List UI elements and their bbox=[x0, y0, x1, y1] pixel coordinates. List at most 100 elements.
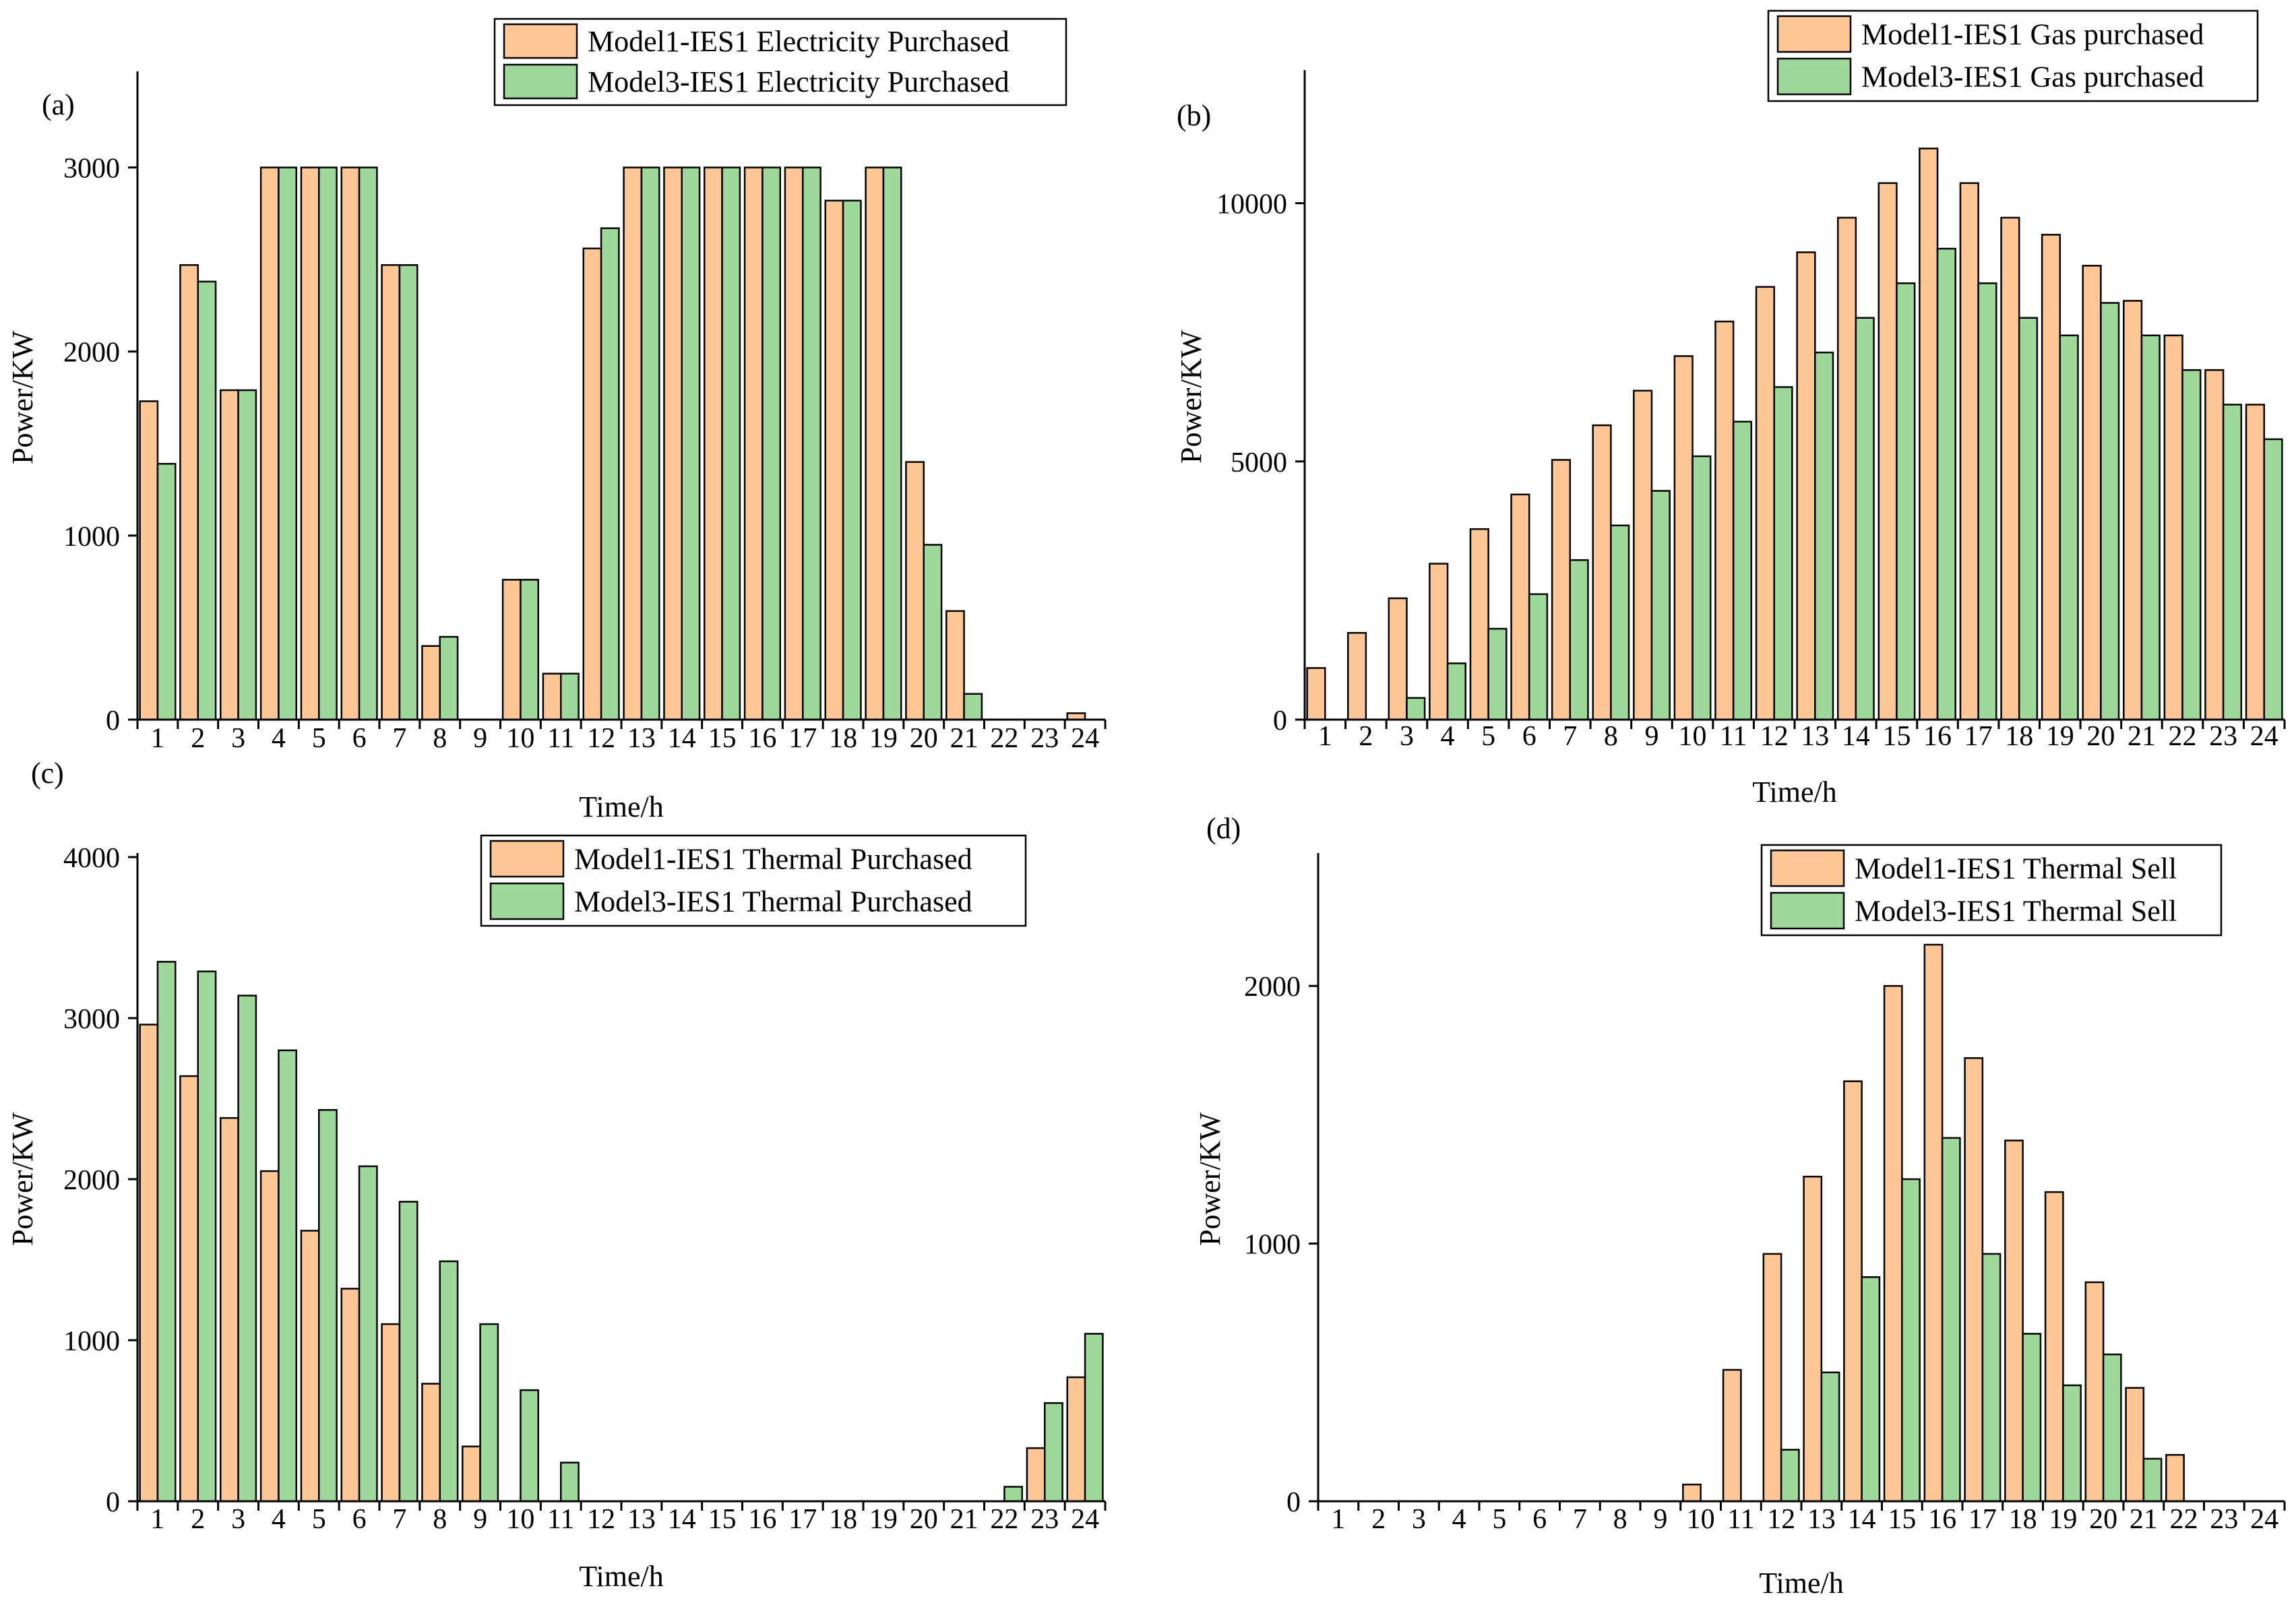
legend-label-series2: Model3-IES1 Electricity Purchased bbox=[588, 65, 1010, 98]
legend-label-series1: Model1-IES1 Thermal Sell bbox=[1855, 852, 2177, 885]
x-tick-label: 14 bbox=[668, 723, 696, 754]
bar-series2-21 bbox=[2140, 334, 2161, 721]
bar-series1-12 bbox=[582, 247, 602, 721]
x-tick-label: 2 bbox=[1371, 1504, 1386, 1535]
bar-series2-10 bbox=[520, 1389, 539, 1503]
bar-series1-3 bbox=[220, 389, 239, 721]
y-tick-label: 2000 bbox=[1244, 972, 1301, 1003]
y-tick-label: 3000 bbox=[63, 1004, 120, 1035]
bar-series1-22 bbox=[2165, 1453, 2185, 1503]
x-tick-label: 16 bbox=[748, 1504, 776, 1535]
x-tick-label: 13 bbox=[627, 1504, 656, 1535]
bar-series2-11 bbox=[560, 1461, 580, 1503]
legend-swatch-series2 bbox=[1776, 57, 1852, 96]
bar-series1-16 bbox=[1919, 148, 1939, 721]
bar-series1-14 bbox=[1836, 216, 1857, 721]
bar-series1-24 bbox=[1066, 1376, 1086, 1503]
bar-series1-5 bbox=[300, 166, 320, 721]
x-tick-label: 21 bbox=[950, 1504, 979, 1535]
bar-series1-19 bbox=[2044, 1191, 2064, 1503]
bar-series2-24 bbox=[1084, 1333, 1104, 1503]
y-axis-title: Power/KW bbox=[1175, 330, 1208, 464]
bar-series1-22 bbox=[2163, 334, 2183, 721]
x-tick-label: 15 bbox=[708, 723, 737, 754]
legend-box bbox=[493, 18, 1067, 106]
panel-label: (d) bbox=[1206, 812, 1241, 845]
bar-series2-15 bbox=[721, 166, 741, 721]
y-axis-title: Power/KW bbox=[6, 331, 39, 464]
x-tick-label: 16 bbox=[748, 723, 776, 754]
bar-series2-22 bbox=[1003, 1486, 1023, 1503]
bar-series2-21 bbox=[963, 693, 983, 721]
bar-series1-21 bbox=[2123, 300, 2143, 721]
x-tick-label: 24 bbox=[1071, 723, 1099, 754]
bar-series1-4 bbox=[259, 166, 280, 721]
x-tick-label: 17 bbox=[788, 1504, 817, 1535]
bar-series2-8 bbox=[439, 635, 459, 721]
x-tick-label: 12 bbox=[1767, 1504, 1795, 1535]
bar-series2-3 bbox=[1406, 697, 1426, 721]
bar-series2-5 bbox=[318, 1108, 338, 1503]
y-tick-label: 5000 bbox=[1231, 447, 1287, 478]
legend-label-series2: Model3-IES1 Thermal Purchased bbox=[574, 885, 972, 918]
bar-series1-8 bbox=[421, 645, 441, 721]
x-tick-label: 23 bbox=[1030, 1504, 1059, 1535]
bar-series1-18 bbox=[2004, 1139, 2024, 1503]
y-tick-label: 1000 bbox=[63, 1326, 120, 1357]
x-tick-label: 7 bbox=[1573, 1504, 1587, 1535]
legend-label-series1: Model1-IES1 Electricity Purchased bbox=[588, 25, 1010, 58]
x-axis-title: Time/h bbox=[579, 1560, 664, 1593]
bar-series1-11 bbox=[542, 672, 562, 721]
bar-series2-15 bbox=[1896, 282, 1916, 721]
bar-series1-18 bbox=[2000, 216, 2020, 721]
bar-series2-15 bbox=[1901, 1178, 1921, 1503]
x-tick-label: 3 bbox=[231, 723, 245, 754]
x-tick-label: 17 bbox=[1968, 1504, 1997, 1535]
legend-swatch-series2 bbox=[1770, 891, 1845, 930]
x-tick-label: 2 bbox=[1359, 721, 1373, 752]
bar-series2-1 bbox=[156, 961, 177, 1503]
x-tick-label: 7 bbox=[392, 1504, 406, 1535]
x-tick-label: 15 bbox=[708, 1504, 737, 1535]
bar-series1-23 bbox=[2204, 369, 2225, 721]
bar-series2-1 bbox=[156, 463, 177, 721]
panel-label: (a) bbox=[42, 88, 75, 121]
bar-series2-16 bbox=[1936, 247, 1956, 721]
bar-series1-17 bbox=[1959, 182, 1979, 721]
bar-series2-10 bbox=[1692, 455, 1712, 721]
bar-series1-13 bbox=[1796, 251, 1816, 721]
y-tick-label: 0 bbox=[1273, 705, 1287, 736]
bar-series2-23 bbox=[2222, 404, 2243, 721]
bar-series2-5 bbox=[1487, 627, 1508, 721]
x-tick-label: 4 bbox=[1441, 721, 1455, 752]
legend-swatch-series1 bbox=[503, 23, 578, 59]
x-tick-label: 3 bbox=[1412, 1504, 1426, 1535]
legend-box bbox=[480, 834, 1027, 927]
x-tick-label: 9 bbox=[1653, 1504, 1667, 1535]
bar-series1-6 bbox=[1510, 493, 1530, 721]
x-tick-label: 4 bbox=[272, 723, 286, 754]
bar-series1-9 bbox=[1633, 389, 1653, 721]
bar-series2-12 bbox=[1780, 1449, 1800, 1503]
x-tick-label: 21 bbox=[2128, 721, 2156, 752]
bar-series2-20 bbox=[2102, 1353, 2122, 1503]
bar-series1-7 bbox=[381, 1323, 401, 1503]
x-tick-label: 20 bbox=[2089, 1504, 2117, 1535]
bar-series2-7 bbox=[1569, 559, 1589, 721]
bar-series2-14 bbox=[1861, 1276, 1881, 1503]
bar-series1-4 bbox=[259, 1170, 280, 1503]
legend-label-series2: Model3-IES1 Gas purchased bbox=[1861, 61, 2204, 94]
x-tick-label: 22 bbox=[2170, 1504, 2198, 1535]
bar-series2-11 bbox=[1732, 420, 1753, 721]
bar-series1-3 bbox=[220, 1117, 239, 1503]
y-tick-label: 0 bbox=[106, 1487, 120, 1518]
bar-series1-11 bbox=[1714, 320, 1735, 721]
y-tick-label: 3000 bbox=[63, 154, 120, 185]
legend-label-series1: Model1-IES1 Gas purchased bbox=[1861, 18, 2204, 51]
x-tick-label: 19 bbox=[2046, 721, 2074, 752]
x-tick-label: 20 bbox=[2086, 721, 2115, 752]
bar-series2-9 bbox=[479, 1323, 499, 1503]
bar-series1-17 bbox=[784, 166, 804, 721]
y-tick-label: 1000 bbox=[1244, 1230, 1301, 1261]
